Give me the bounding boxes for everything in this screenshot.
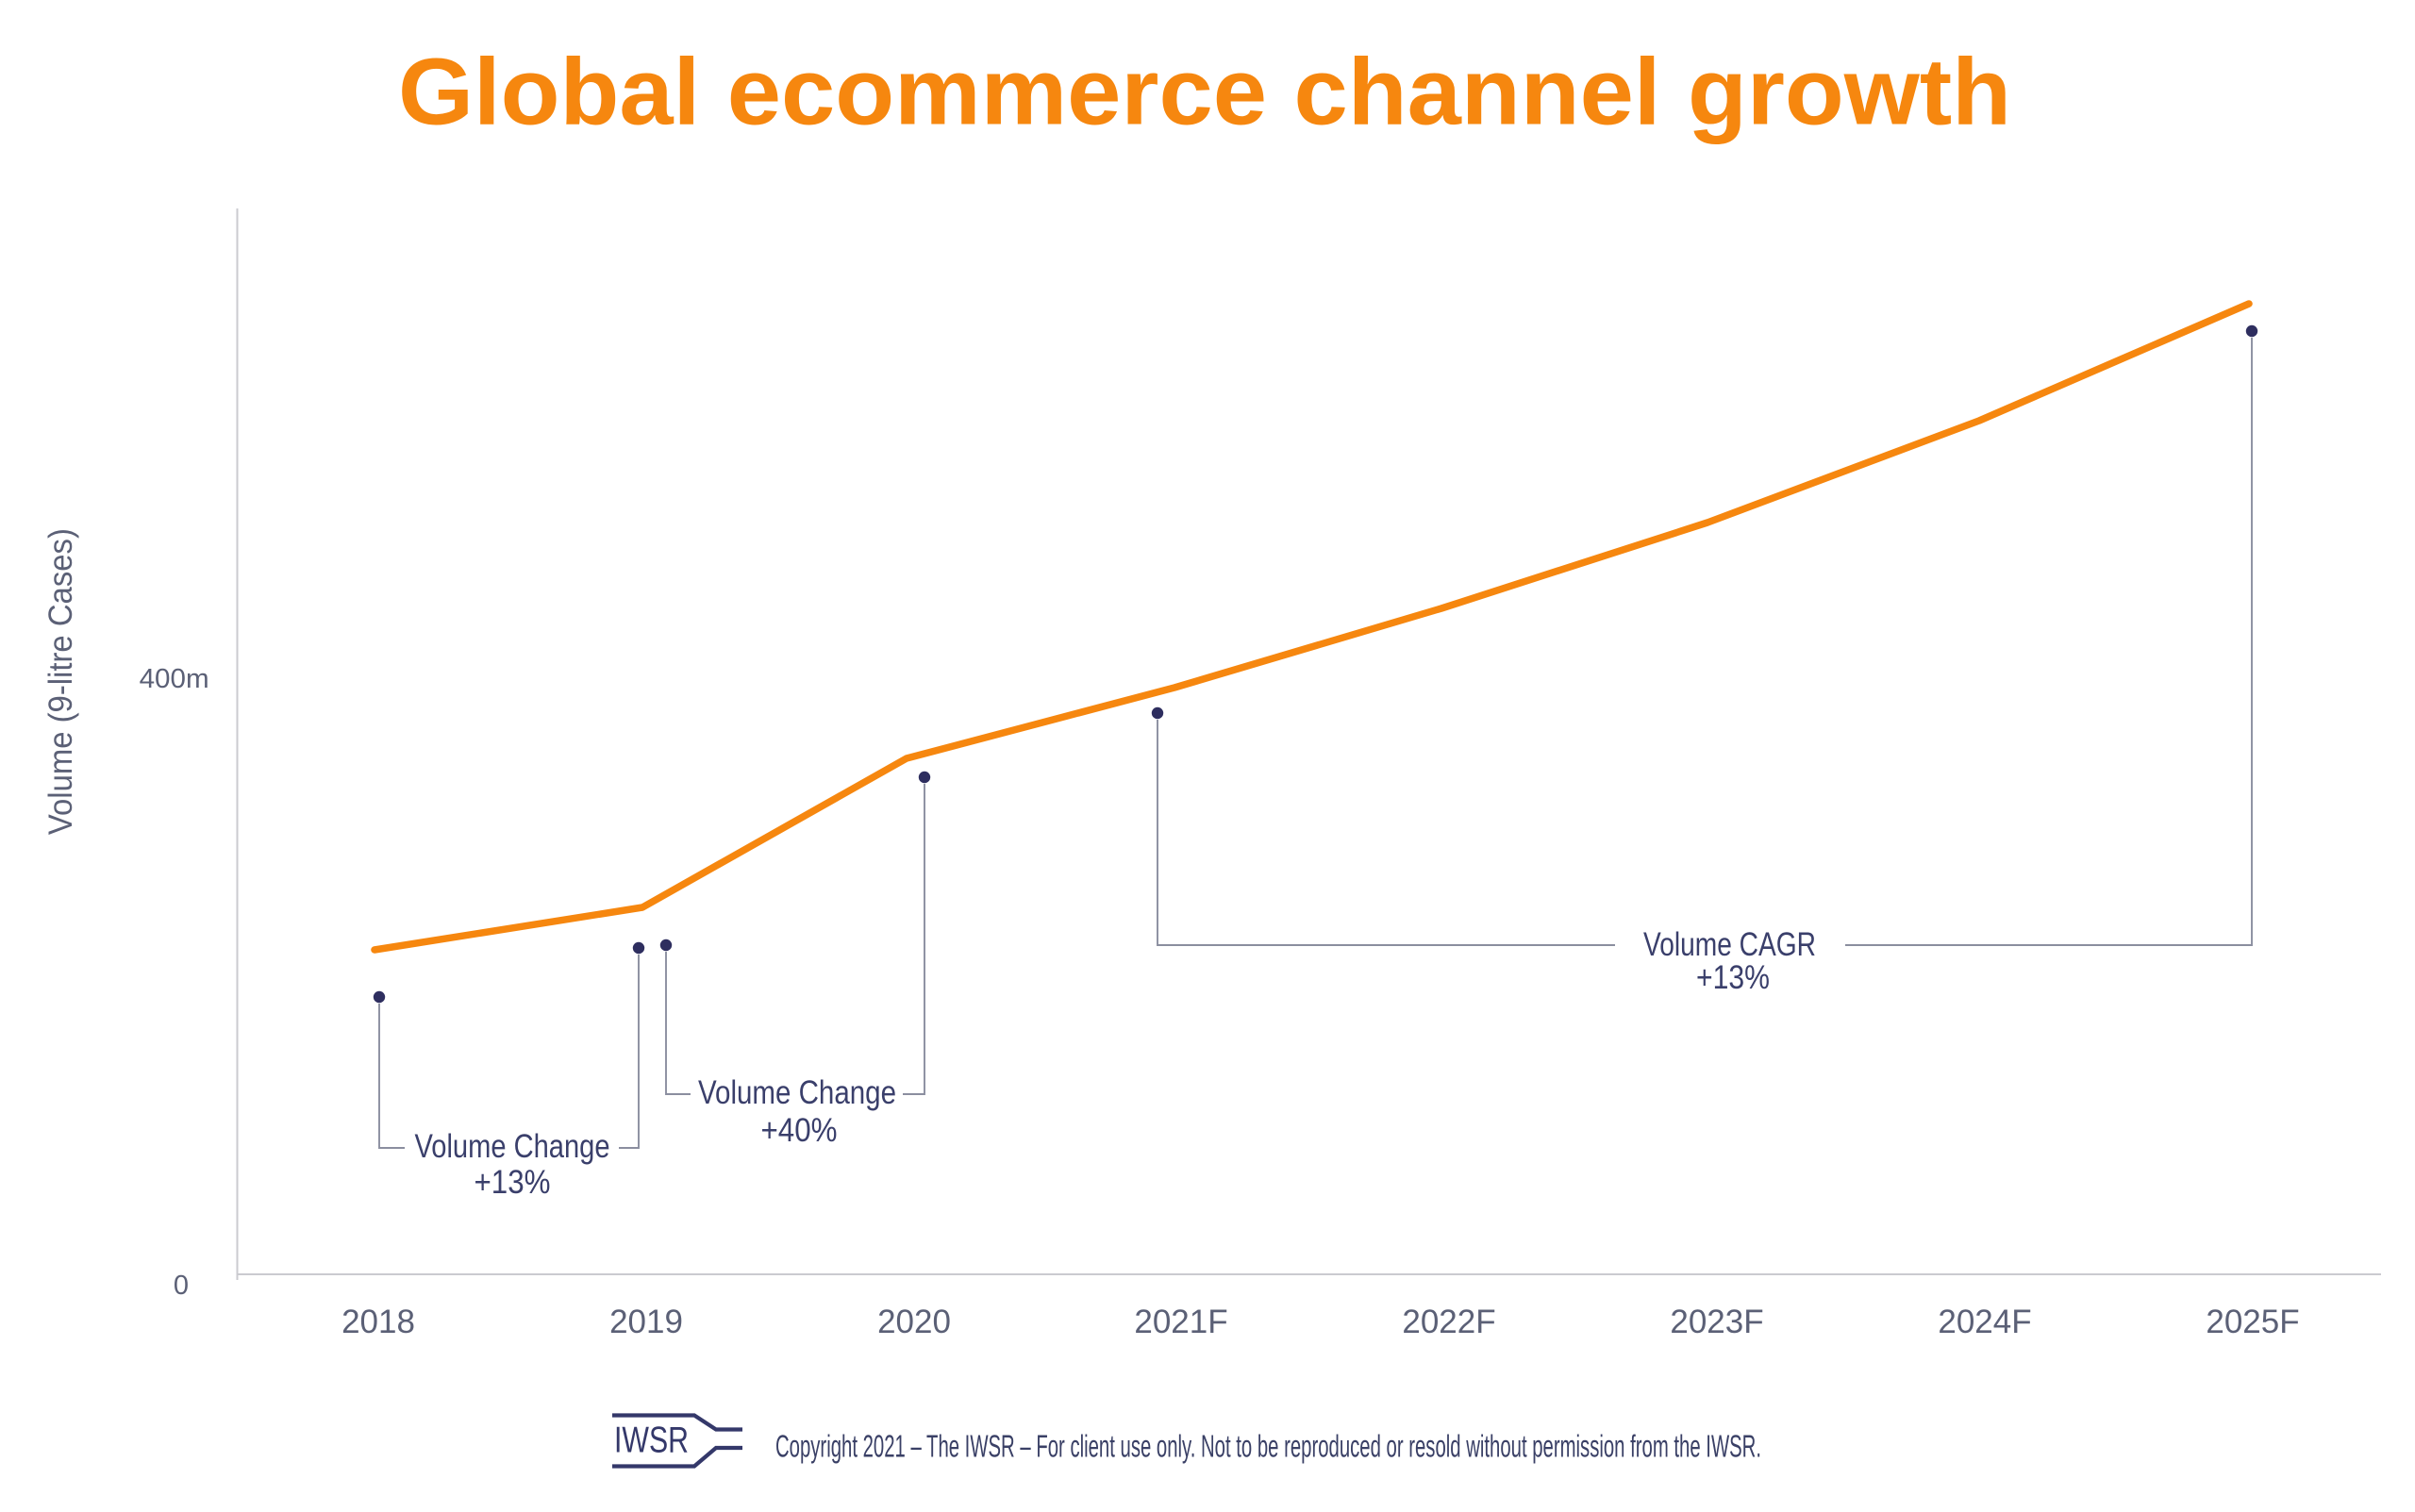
svg-text:2024F: 2024F — [1938, 1304, 2031, 1340]
svg-text:2019: 2019 — [609, 1304, 683, 1340]
svg-text:0: 0 — [174, 1271, 189, 1301]
svg-text:+13%: +13% — [475, 1164, 551, 1201]
svg-text:+13%: +13% — [1696, 959, 1770, 996]
svg-text:Volume Change: Volume Change — [415, 1128, 610, 1165]
svg-text:400m: 400m — [140, 664, 209, 694]
svg-text:Volume (9-litre Cases): Volume (9-litre Cases) — [42, 528, 79, 835]
svg-text:Volume Change: Volume Change — [698, 1074, 896, 1111]
svg-text:Global ecommerce channel growt: Global ecommerce channel growth — [398, 40, 2011, 145]
svg-text:2018: 2018 — [341, 1304, 415, 1340]
svg-text:Copyright 2021 – The IWSR – Fo: Copyright 2021 – The IWSR – For client u… — [775, 1429, 1761, 1464]
svg-text:2022F: 2022F — [1402, 1304, 1495, 1340]
svg-text:+40%: +40% — [761, 1112, 838, 1149]
svg-text:2021F: 2021F — [1134, 1304, 1227, 1340]
svg-text:2025F: 2025F — [2206, 1304, 2299, 1340]
svg-text:IWSR: IWSR — [614, 1421, 689, 1461]
svg-text:Volume CAGR: Volume CAGR — [1643, 926, 1816, 963]
svg-text:2023F: 2023F — [1670, 1304, 1763, 1340]
svg-text:2020: 2020 — [877, 1304, 951, 1340]
